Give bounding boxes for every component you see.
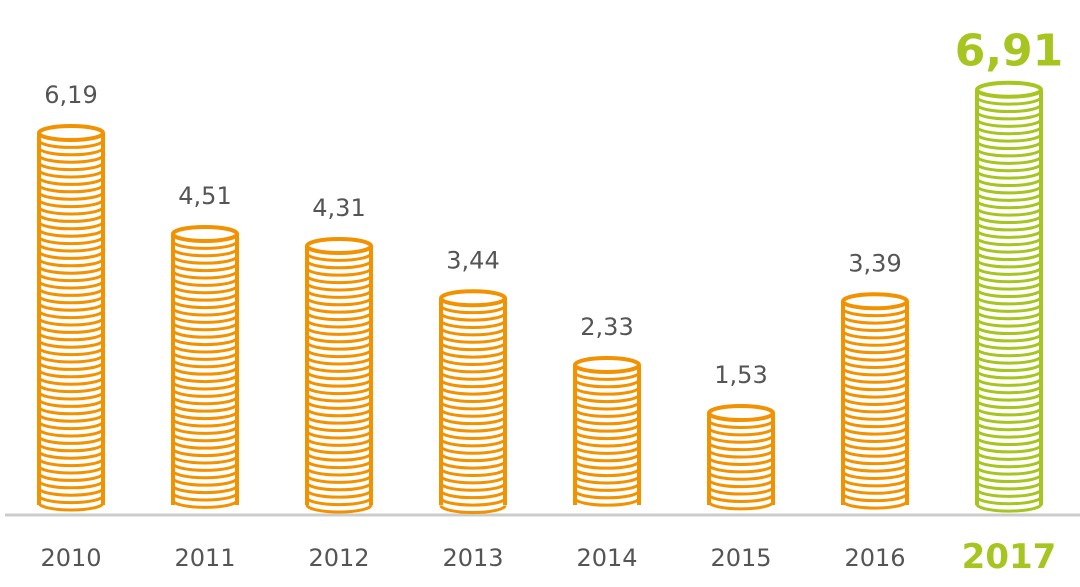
- bar-2013: [439, 289, 507, 514]
- category-label-2015: 2015: [710, 544, 771, 572]
- category-label-2017: 2017: [962, 537, 1057, 577]
- value-label-2013: 3,44: [446, 246, 499, 274]
- value-label-2014: 2,33: [580, 313, 633, 341]
- bar-2017: [975, 80, 1043, 513]
- bar-2016: [841, 292, 909, 510]
- bar-2014: [573, 355, 641, 507]
- value-label-2010: 6,19: [44, 81, 97, 109]
- category-label-2014: 2014: [576, 544, 637, 572]
- value-label-2012: 4,31: [312, 194, 365, 222]
- bar-2012: [305, 236, 373, 514]
- category-label-2012: 2012: [308, 544, 369, 572]
- value-label-2015: 1,53: [714, 361, 767, 389]
- category-label-2010: 2010: [40, 544, 101, 572]
- value-label-2011: 4,51: [178, 182, 231, 210]
- bar-2010: [37, 124, 105, 512]
- category-label-2011: 2011: [174, 544, 235, 572]
- value-label-2017: 6,91: [955, 26, 1064, 77]
- value-label-2016: 3,39: [848, 249, 901, 277]
- category-label-2016: 2016: [844, 544, 905, 572]
- bar-2015: [707, 404, 775, 511]
- bar-2011: [171, 224, 239, 509]
- category-label-2013: 2013: [442, 544, 503, 572]
